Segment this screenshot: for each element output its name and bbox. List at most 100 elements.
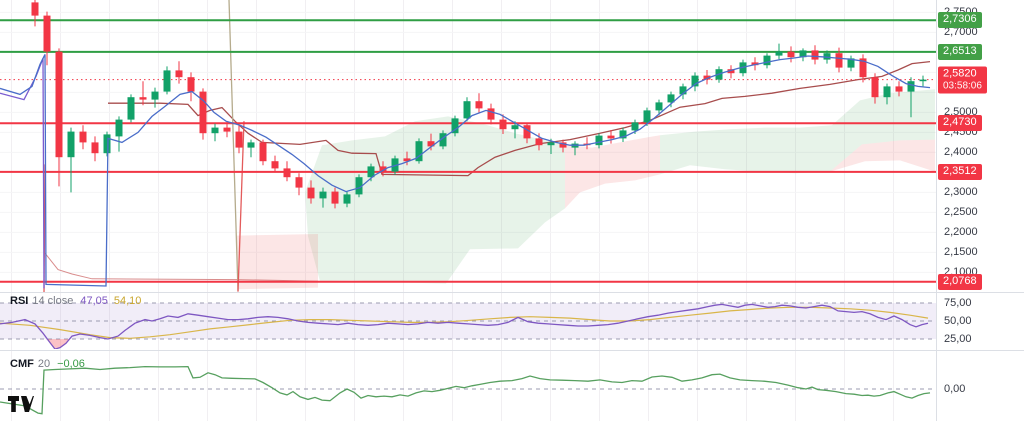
price-level-badge[interactable]: 2,3512 — [938, 163, 982, 180]
candle-body — [427, 141, 435, 147]
candle-body — [271, 161, 279, 169]
candle-body — [127, 97, 135, 120]
cmf-line — [0, 365, 931, 415]
candle-body — [55, 51, 63, 158]
candle-body — [751, 62, 759, 66]
ichimoku-tenkan-line — [0, 54, 931, 287]
candle-body — [847, 58, 855, 68]
ichimoku-cloud — [305, 116, 565, 284]
candle-body — [379, 166, 387, 172]
price-pane — [0, 0, 936, 292]
rsi-line — [0, 303, 929, 349]
candle-body — [223, 127, 231, 132]
cmf-title: CMF — [10, 358, 34, 370]
candle-body — [499, 119, 507, 130]
candle-body — [883, 86, 891, 98]
candle-body — [919, 79, 927, 82]
ichimoku-cloud — [830, 139, 935, 172]
candle-body — [103, 134, 111, 154]
price-level-badge[interactable]: 2,7306 — [938, 12, 982, 29]
candle-body — [871, 77, 879, 98]
rsi-oversold-fill — [46, 339, 70, 349]
candle-body — [859, 58, 867, 78]
cloud-boundary-line — [44, 252, 319, 282]
candle-body — [355, 177, 363, 195]
ichimoku-cloud — [237, 234, 318, 290]
candle-body — [787, 51, 795, 58]
candle-body — [31, 2, 39, 16]
candle-body — [115, 119, 123, 137]
tradingview-logo-icon[interactable] — [8, 396, 34, 413]
candle-body — [187, 77, 195, 92]
candle-body — [307, 187, 315, 199]
price-level-badge[interactable]: 2,0768 — [938, 273, 982, 290]
candle-body — [691, 75, 699, 87]
rsi-title: RSI — [10, 295, 29, 307]
candle-body — [523, 125, 531, 139]
candle-body — [79, 131, 87, 143]
candle-body — [403, 158, 411, 162]
candle-body — [259, 142, 267, 162]
candle-body — [535, 138, 543, 146]
candle-body — [175, 70, 183, 78]
candle-body — [463, 101, 471, 119]
price-level-badge[interactable]: 2,6513 — [938, 43, 982, 60]
candle-body — [619, 130, 627, 139]
bar-countdown: 03:58:06 — [943, 80, 982, 92]
candle-body — [43, 15, 51, 52]
candle-body — [763, 55, 771, 66]
candle-body — [319, 191, 327, 199]
rsi-ma-line — [0, 306, 929, 339]
candle-body — [439, 133, 447, 147]
candle-body — [295, 177, 303, 188]
candle-body — [283, 168, 291, 178]
candle-body — [235, 131, 243, 148]
candle-body — [451, 118, 459, 134]
candle-body — [559, 142, 567, 148]
cmf-params: 20 — [37, 358, 51, 370]
candle-body — [667, 94, 675, 103]
candle-body — [67, 131, 75, 158]
candle-body — [331, 191, 339, 204]
trend-line[interactable] — [228, 0, 239, 292]
candle-body — [547, 142, 555, 146]
rsi-value: 47,05 — [80, 295, 108, 307]
candle-body — [823, 53, 831, 60]
candle-body — [655, 102, 663, 111]
current-price-badge[interactable]: 2,5820 03:58:06 — [938, 66, 987, 94]
price-level-badge[interactable]: 2,4730 — [938, 115, 982, 132]
candle-body — [151, 91, 159, 100]
candle-body — [247, 142, 255, 148]
candle-body — [139, 97, 147, 100]
candle-body — [727, 69, 735, 74]
candle-body — [775, 51, 783, 56]
candle-body — [679, 86, 687, 95]
cmf-pane — [0, 365, 936, 415]
candle-body — [595, 135, 603, 146]
candle-body — [163, 70, 171, 92]
rsi-ma-value: 54,10 — [113, 295, 142, 307]
candle-body — [607, 135, 615, 139]
cmf-legend[interactable]: CMF 20 −0,06 — [10, 358, 85, 370]
candle-body — [511, 125, 519, 130]
rsi-legend[interactable]: RSI 14 close 47,05 54,10 — [10, 295, 141, 307]
ichimoku-cloud — [660, 89, 935, 175]
candle-body — [487, 108, 495, 120]
candle-body — [631, 122, 639, 131]
candle-body — [343, 194, 351, 204]
rsi-pane — [0, 302, 936, 349]
candle-body — [199, 91, 207, 134]
candle-body — [703, 75, 711, 80]
candle-body — [895, 86, 903, 92]
trend-line[interactable] — [237, 121, 245, 292]
candle-body — [211, 127, 219, 134]
rsi-params: 14 close — [32, 295, 74, 307]
candle-body — [415, 141, 423, 162]
candle-body — [799, 50, 807, 58]
cmf-value: −0,06 — [57, 358, 85, 370]
candle-body — [643, 110, 651, 123]
candle-body — [475, 101, 483, 109]
candle-body — [835, 53, 843, 68]
